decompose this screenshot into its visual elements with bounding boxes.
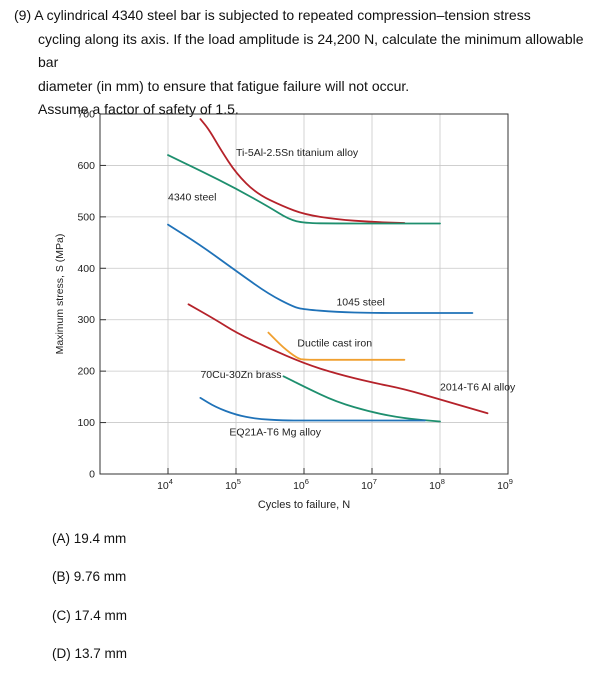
x-tick-label: 109 <box>497 477 513 492</box>
y-axis-title: Maximum stress, S (MPa) <box>54 234 66 355</box>
series-line <box>199 397 426 422</box>
y-tick-label: 500 <box>77 211 95 223</box>
x-tick-label: 107 <box>361 477 377 492</box>
question-line: Assume a factor of safety of 1.5. <box>38 101 239 117</box>
series-line <box>167 154 441 225</box>
y-tick-label: 200 <box>77 366 95 378</box>
y-tick-label: 700 <box>77 109 95 121</box>
question-line: diameter (in mm) to ensure that fatigue … <box>38 77 410 94</box>
x-tick-label: 106 <box>293 477 309 492</box>
option-d[interactable]: (D) 13.7 mm <box>52 646 128 661</box>
question-line: (9) A cylindrical 4340 steel bar is subj… <box>14 7 531 23</box>
x-axis-title: Cycles to failure, N <box>258 499 350 511</box>
series-line <box>267 331 406 361</box>
option-b[interactable]: (B) 9.76 mm <box>52 569 127 584</box>
series-label: 4340 steel <box>168 191 216 203</box>
x-tick-label: 105 <box>225 477 241 492</box>
y-tick-label: 0 <box>89 469 95 481</box>
series-line <box>167 223 474 314</box>
option-a[interactable]: (A) 19.4 mm <box>52 531 127 546</box>
series-line <box>282 375 441 423</box>
series-label: Ti-5Al-2.5Sn titanium alloy <box>236 147 359 159</box>
series-label: 1045 steel <box>336 296 384 308</box>
series-label: 70Cu-30Zn brass <box>200 369 281 381</box>
y-tick-label: 400 <box>77 263 95 275</box>
y-tick-label: 100 <box>77 417 95 429</box>
series-label: EQ21A-T6 Mg alloy <box>229 426 321 438</box>
option-c[interactable]: (C) 17.4 mm <box>52 608 128 623</box>
series-label: Ductile cast iron <box>297 337 372 349</box>
y-tick-label: 600 <box>77 160 95 172</box>
series-line <box>187 303 489 415</box>
question-text: (9) A cylindrical 4340 steel bar is subj… <box>14 4 599 122</box>
series-line <box>199 118 406 224</box>
question-line: cycling along its axis. If the load ampl… <box>38 30 584 71</box>
sn-fatigue-chart: 0 100 200 300 400 500 600 700 104 105 106 107 108 109… <box>54 109 516 512</box>
x-tick-label: 104 <box>157 477 173 492</box>
x-tick-label: 108 <box>429 477 445 492</box>
y-tick-label: 300 <box>77 314 95 326</box>
series-label: 2014-T6 Al alloy <box>440 382 516 394</box>
